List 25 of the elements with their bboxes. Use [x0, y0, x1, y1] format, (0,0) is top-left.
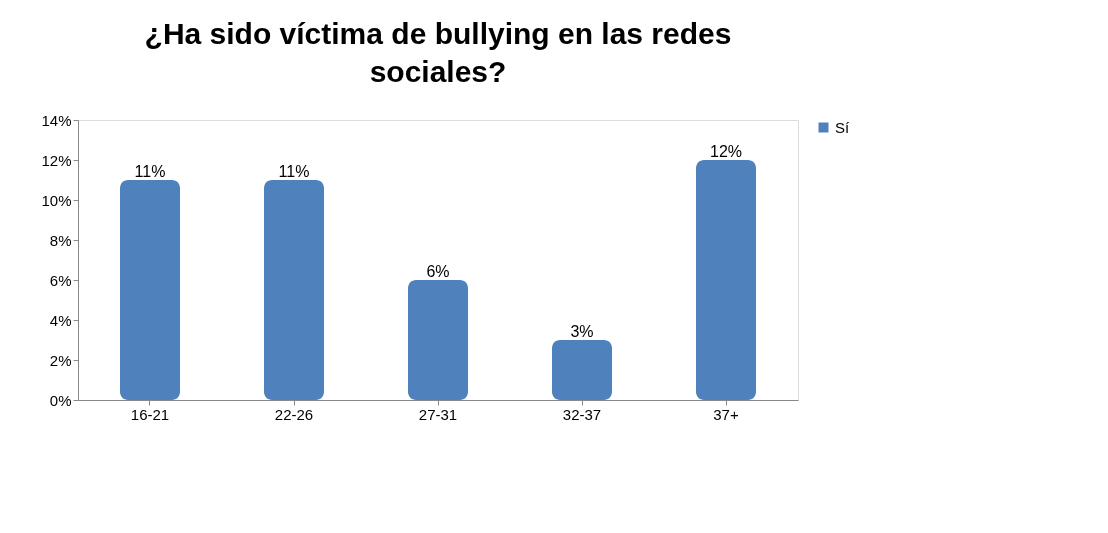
bar	[408, 280, 468, 400]
text: 11%	[134, 163, 166, 180]
bar	[696, 160, 756, 400]
chart-title: ¿Ha sido víctima de bullying en las redes sociales?	[144, 17, 732, 88]
bar	[120, 180, 180, 400]
x-tick-label: 32-37	[562, 405, 602, 423]
y-tick-label: 10%	[41, 191, 72, 209]
text: 11%	[278, 163, 310, 180]
y-tick-label: 6%	[49, 271, 72, 289]
bar	[552, 340, 612, 400]
x-tick-label: 16-21	[130, 405, 170, 423]
bar	[264, 180, 324, 400]
text: 6%	[426, 263, 450, 280]
y-tick-label: 14%	[41, 111, 72, 129]
x-tick-label: 27-31	[418, 405, 458, 423]
y-tick-label: 4%	[49, 311, 72, 329]
y-tick-label: 0%	[49, 391, 72, 409]
x-tick-label: 22-26	[274, 405, 314, 423]
y-tick-label: 12%	[41, 151, 72, 169]
y-tick-label: 2%	[49, 351, 72, 369]
x-tick-label: 37+	[713, 405, 739, 423]
text: 12%	[709, 143, 743, 160]
legend-label: Sí	[835, 118, 850, 136]
text: 3%	[570, 323, 594, 340]
y-tick-label: 8%	[49, 231, 72, 249]
